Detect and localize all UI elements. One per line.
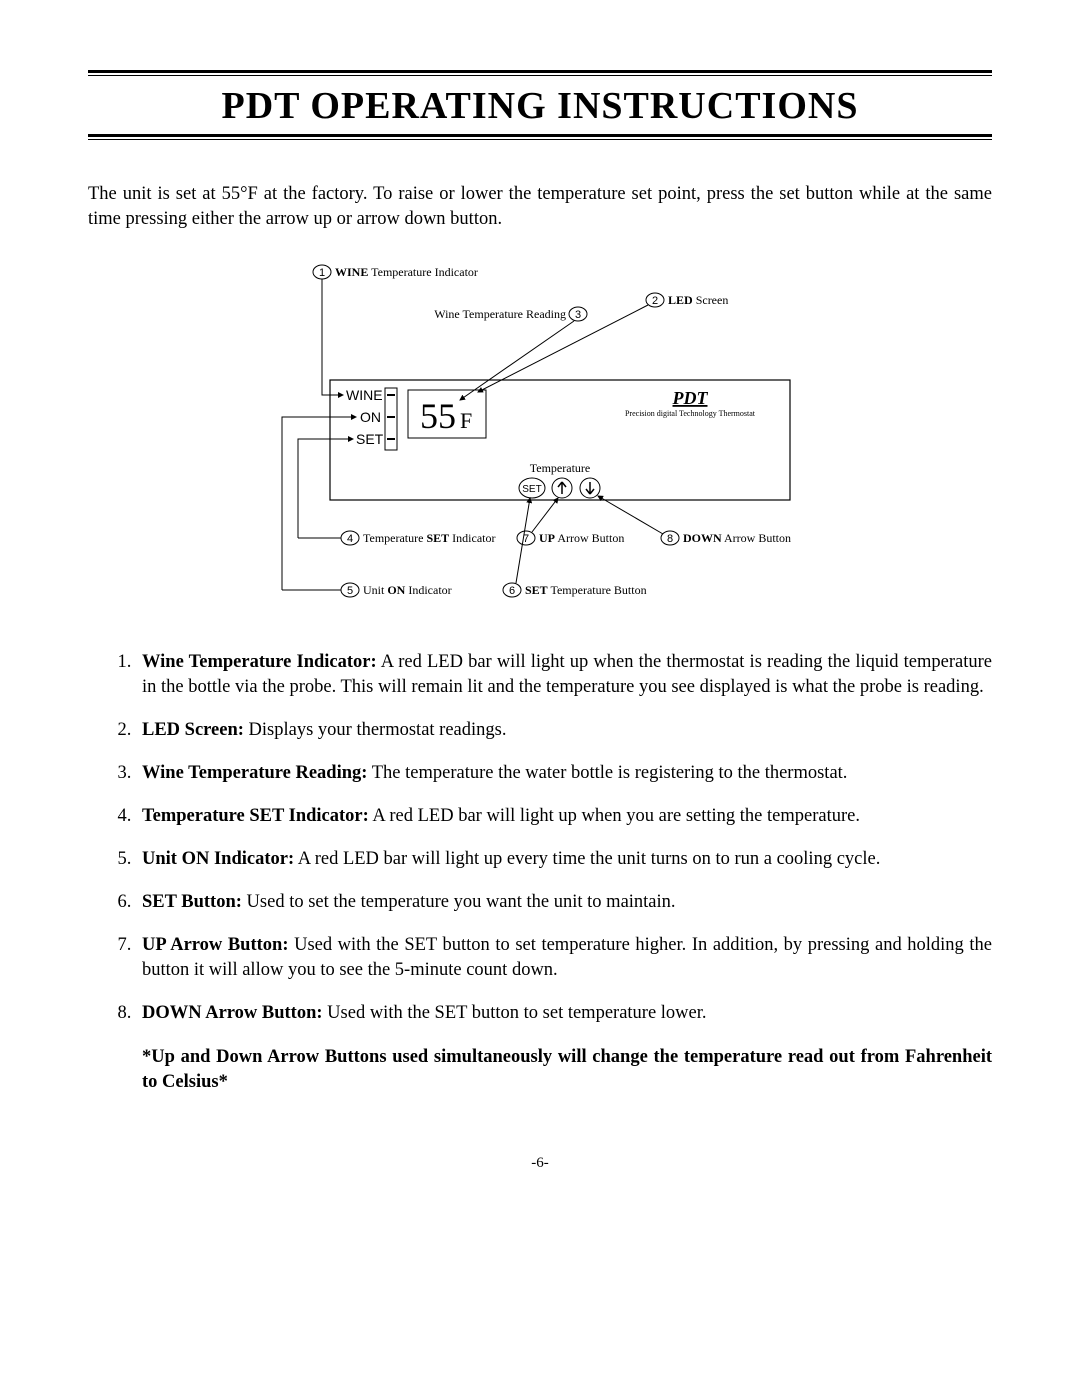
up-arrow-button[interactable]	[552, 478, 572, 498]
leader-5a	[282, 417, 356, 590]
callout-num-2: 2	[652, 295, 658, 307]
brand-sub: Precision digital Technology Thermostat	[625, 409, 756, 418]
list-item: UP Arrow Button: Used with the SET butto…	[136, 933, 992, 983]
callout-num-4: 4	[347, 533, 353, 545]
callout-label-7: UP Arrow Button	[539, 531, 624, 545]
callout-label-2: LED Screen	[668, 293, 728, 307]
callout-num-3: 3	[575, 309, 581, 321]
callout-label-6: SET Temperature Button	[525, 583, 647, 597]
thermostat-diagram: WINE ON SET 55 F PDT Precision digital T…	[88, 250, 992, 620]
footnote: *Up and Down Arrow Buttons used simultan…	[142, 1045, 992, 1095]
svg-text:SET: SET	[522, 484, 541, 495]
list-item: Temperature SET Indicator: A red LED bar…	[136, 804, 992, 829]
callout-num-7: 7	[523, 533, 529, 545]
list-item: Wine Temperature Indicator: A red LED ba…	[136, 650, 992, 700]
intro-paragraph: The unit is set at 55°F at the factory. …	[88, 182, 992, 232]
page-title: PDT OPERATING INSTRUCTIONS	[88, 84, 992, 128]
callout-num-8: 8	[667, 533, 673, 545]
callout-label-5: Unit ON Indicator	[363, 583, 452, 597]
callout-label-8: DOWN Arrow Button	[683, 531, 791, 545]
leader-4a	[298, 439, 353, 538]
diagram-svg: WINE ON SET 55 F PDT Precision digital T…	[260, 250, 820, 620]
leader-3	[460, 321, 574, 400]
indicator-set: SET	[356, 431, 384, 447]
bottom-rule	[88, 134, 992, 140]
list-item: SET Button: Used to set the temperature …	[136, 890, 992, 915]
set-button[interactable]: SET	[519, 478, 545, 498]
down-arrow-button[interactable]	[580, 478, 600, 498]
page-number: -6-	[88, 1155, 992, 1172]
lcd-unit: F	[460, 408, 472, 433]
callout-num-6: 6	[509, 585, 515, 597]
top-rule	[88, 70, 992, 76]
indicator-box	[385, 388, 397, 450]
list-item: LED Screen: Displays your thermostat rea…	[136, 718, 992, 743]
panel-frame	[330, 380, 790, 500]
brand-title: PDT	[672, 388, 709, 408]
temperature-label: Temperature	[530, 461, 590, 475]
leader-1	[322, 279, 343, 395]
callout-label-4: Temperature SET Indicator	[363, 531, 495, 545]
list-item: DOWN Arrow Button: Used with the SET but…	[136, 1001, 992, 1026]
indicator-wine: WINE	[346, 387, 383, 403]
callout-label-3: Wine Temperature Reading	[434, 307, 566, 321]
callout-num-5: 5	[347, 585, 353, 597]
lcd-value: 55	[420, 396, 456, 436]
leader-7	[532, 498, 558, 532]
leader-8	[598, 496, 663, 534]
list-item: Wine Temperature Reading: The temperatur…	[136, 761, 992, 786]
list-item: Unit ON Indicator: A red LED bar will li…	[136, 847, 992, 872]
indicator-on: ON	[360, 409, 381, 425]
document-page: PDT OPERATING INSTRUCTIONS The unit is s…	[0, 0, 1080, 1212]
callout-num-1: 1	[319, 267, 325, 279]
callout-label-1: WINE Temperature Indicator	[335, 265, 478, 279]
instruction-list: Wine Temperature Indicator: A red LED ba…	[88, 650, 992, 1026]
